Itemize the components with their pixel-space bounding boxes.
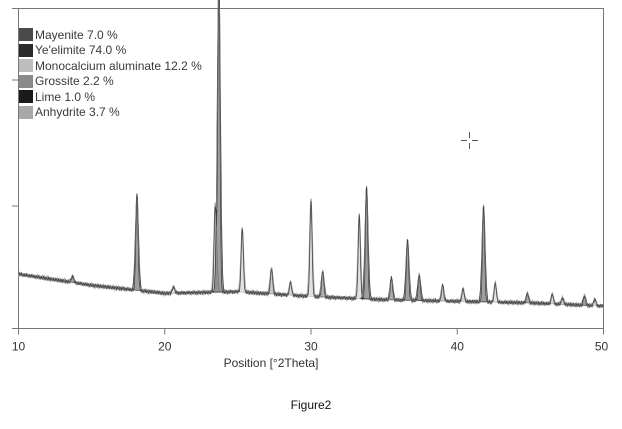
phase-peak <box>235 227 249 293</box>
legend-item: Lime 1.0 % <box>19 89 202 105</box>
legend-label: Monocalcium aluminate 12.2 % <box>35 58 202 73</box>
legend-swatch <box>19 59 33 73</box>
legend-swatch <box>19 90 33 104</box>
phase-peak <box>130 193 144 292</box>
legend-label: Ye'elimite 74.0 % <box>35 43 127 58</box>
x-tick-label: 30 <box>304 340 318 354</box>
x-tick-label: 20 <box>158 340 172 354</box>
y-tick-marks <box>12 8 18 329</box>
phase-peak <box>315 270 330 298</box>
legend-item: Anhydrite 3.7 % <box>19 105 202 121</box>
legend-label: Grossite 2.2 % <box>35 74 114 89</box>
x-axis-label-text: Position [°2Theta] <box>223 356 319 370</box>
legend-swatch <box>19 74 33 88</box>
figure-caption: Figure2 <box>290 398 332 412</box>
x-axis-ticks: 10 20 30 40 50 <box>12 328 609 354</box>
phase-peak <box>400 238 415 301</box>
diffraction-traces <box>17 0 605 310</box>
legend-item: Mayenite 7.0 % <box>19 27 202 43</box>
phase-peak <box>412 274 427 301</box>
phase-peak <box>212 0 227 293</box>
crosshair-cursor-icon <box>461 132 478 149</box>
x-axis-label: Position [°2Theta] <box>0 356 622 370</box>
legend-label: Mayenite 7.0 % <box>35 27 118 42</box>
phase-peak <box>304 199 318 298</box>
chart-legend: Mayenite 7.0 % Ye'elimite 74.0 % Monocal… <box>19 27 202 120</box>
legend-item: Ye'elimite 74.0 % <box>19 43 202 59</box>
legend-swatch <box>19 28 33 42</box>
x-tick-label: 40 <box>451 340 465 354</box>
legend-item: Grossite 2.2 % <box>19 74 202 90</box>
phase-peak <box>476 204 491 303</box>
legend-label: Lime 1.0 % <box>35 89 96 104</box>
x-tick-label: 10 <box>12 340 26 354</box>
legend-swatch <box>19 43 33 57</box>
legend-label: Anhydrite 3.7 % <box>35 105 120 120</box>
calculated-trace <box>18 8 604 309</box>
legend-swatch <box>19 105 33 119</box>
legend-item: Monocalcium aluminate 12.2 % <box>19 58 202 74</box>
x-tick-label: 50 <box>595 340 609 354</box>
